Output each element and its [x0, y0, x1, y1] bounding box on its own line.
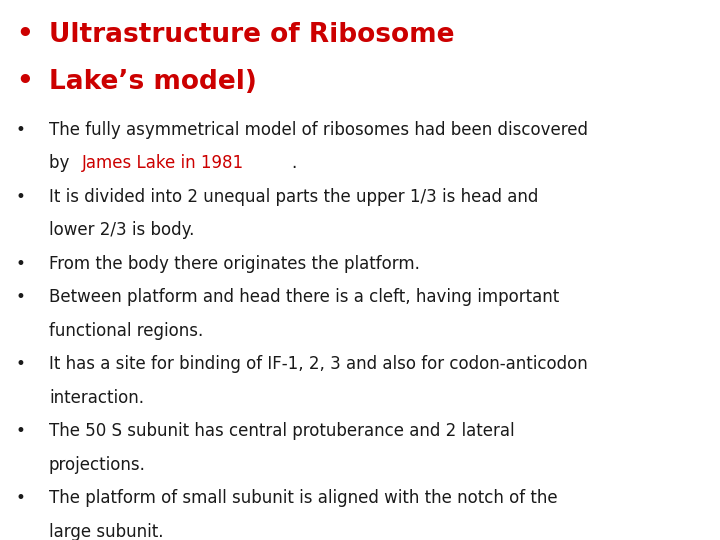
Text: From the body there originates the platform.: From the body there originates the platf… [49, 255, 420, 273]
Text: •: • [16, 188, 26, 206]
Text: •: • [16, 255, 26, 273]
Text: projections.: projections. [49, 456, 146, 474]
Text: .: . [291, 154, 297, 172]
Text: Between platform and head there is a cleft, having important: Between platform and head there is a cle… [49, 288, 559, 306]
Text: interaction.: interaction. [49, 389, 144, 407]
Text: •: • [16, 22, 32, 48]
Text: The platform of small subunit is aligned with the notch of the: The platform of small subunit is aligned… [49, 489, 557, 507]
Text: Lake’s model): Lake’s model) [49, 69, 257, 95]
Text: •: • [16, 355, 26, 373]
Text: •: • [16, 489, 26, 507]
Text: It is divided into 2 unequal parts the upper 1/3 is head and: It is divided into 2 unequal parts the u… [49, 188, 539, 206]
Text: It has a site for binding of IF-1, 2, 3 and also for codon-anticodon: It has a site for binding of IF-1, 2, 3 … [49, 355, 588, 373]
Text: by: by [49, 154, 75, 172]
Text: The 50 S subunit has central protuberance and 2 lateral: The 50 S subunit has central protuberanc… [49, 422, 515, 440]
Text: Ultrastructure of Ribosome: Ultrastructure of Ribosome [49, 22, 454, 48]
Text: functional regions.: functional regions. [49, 322, 203, 340]
Text: lower 2/3 is body.: lower 2/3 is body. [49, 221, 194, 239]
Text: large subunit.: large subunit. [49, 523, 163, 540]
Text: The fully asymmetrical model of ribosomes had been discovered: The fully asymmetrical model of ribosome… [49, 121, 588, 139]
Text: •: • [16, 69, 32, 95]
Text: •: • [16, 121, 26, 139]
Text: •: • [16, 288, 26, 306]
Text: •: • [16, 422, 26, 440]
Text: James Lake in 1981: James Lake in 1981 [82, 154, 244, 172]
